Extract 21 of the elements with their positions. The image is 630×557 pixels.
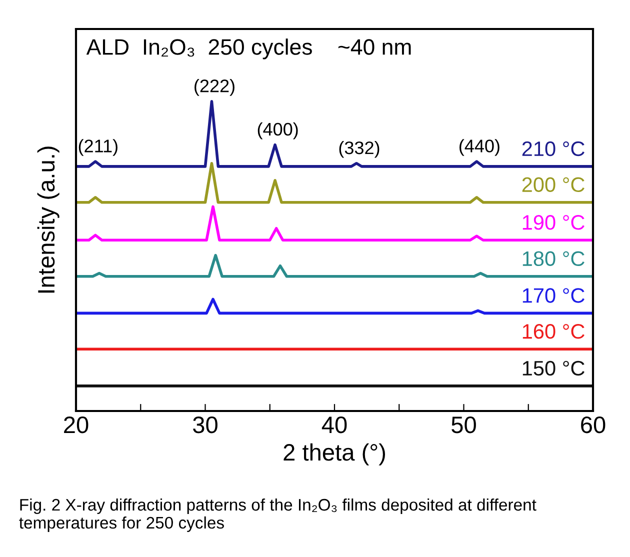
series-label: 200 °C [522, 177, 584, 192]
annotation: (332) [339, 140, 380, 158]
caption: Fig. 2 X-ray diffraction patterns of the In₂O₃ films deposited at different temperatures for 250 cycles [19, 498, 536, 532]
x-tick-label: 40 [322, 416, 347, 434]
x-tick-label: 30 [193, 416, 218, 434]
annotation: (211) [78, 139, 118, 156]
x-tick-label: 50 [452, 416, 476, 434]
series-label: 190 °C [522, 215, 584, 230]
series-label: 160 °C [522, 324, 584, 339]
series-label: 150 °C [522, 360, 584, 376]
x-axis-title: 2 theta (°) [284, 443, 386, 466]
annotation: (222) [194, 79, 234, 96]
series-label: 210 °C [522, 141, 584, 156]
annotation: (440) [460, 139, 500, 156]
y-axis-title: Intensity (a.u.) [37, 146, 60, 293]
chart-title: ALD In₂O₃ 250 cycles ~40 nm [86, 38, 411, 60]
x-tick-label: 60 [581, 416, 606, 434]
series-label: 180 °C [522, 251, 584, 266]
series-label: 170 °C [522, 288, 584, 303]
annotation: (400) [258, 122, 298, 140]
x-tick-label: 20 [64, 416, 88, 434]
